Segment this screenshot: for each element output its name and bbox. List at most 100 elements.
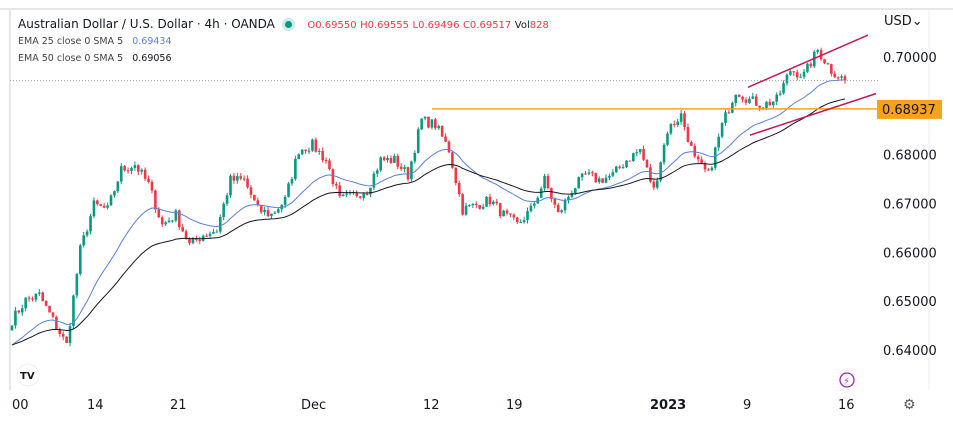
- candle: [266, 210, 270, 217]
- ema25-legend[interactable]: EMA 25 close 0 SMA 5 0.69434: [18, 36, 172, 47]
- candle: [236, 176, 239, 181]
- candle: [311, 139, 314, 151]
- candle: [488, 196, 492, 205]
- candle: [492, 201, 495, 205]
- candle: [550, 188, 553, 199]
- gear-icon[interactable]: ⚙: [903, 397, 916, 413]
- candle: [809, 63, 813, 67]
- candle: [734, 94, 738, 103]
- candle: [14, 310, 17, 326]
- candle: [485, 196, 488, 207]
- candle: [628, 160, 632, 162]
- candle: [399, 166, 403, 169]
- candle: [778, 93, 782, 95]
- candle: [208, 233, 212, 236]
- candle: [31, 298, 34, 300]
- candle: [222, 203, 225, 218]
- candle: [116, 181, 120, 192]
- lightning-icon[interactable]: ⚡: [839, 372, 855, 388]
- candle: [61, 333, 65, 337]
- time-tick-label: 16: [838, 398, 855, 413]
- candle: [683, 113, 686, 128]
- candle: [154, 190, 157, 210]
- candle: [259, 205, 263, 213]
- ohlc-close: C0.69517: [462, 20, 512, 31]
- candle: [314, 139, 318, 152]
- candle: [649, 167, 652, 182]
- candle: [594, 173, 598, 183]
- candle: [379, 157, 383, 171]
- candle: [638, 149, 642, 153]
- level-price-label-bg: [877, 99, 942, 119]
- candle: [795, 72, 799, 78]
- candle: [690, 142, 693, 146]
- ohlc-open: O0.69550: [307, 20, 357, 31]
- symbol-title[interactable]: Australian Dollar / U.S. Dollar · 4h · O…: [18, 17, 275, 31]
- candle: [724, 112, 727, 123]
- candle: [164, 222, 167, 225]
- candle: [335, 183, 338, 186]
- candle: [48, 305, 51, 313]
- candle: [242, 178, 246, 180]
- candle: [591, 172, 594, 174]
- candle: [358, 196, 362, 198]
- svg-text:⚡: ⚡: [844, 377, 850, 387]
- candle: [580, 173, 584, 178]
- price-tick-label: 0.70000: [883, 51, 937, 66]
- candle: [481, 206, 485, 209]
- candle: [171, 220, 174, 222]
- candle: [621, 167, 625, 169]
- candle: [632, 153, 635, 162]
- candle: [58, 329, 62, 334]
- candle: [498, 203, 502, 217]
- candle: [843, 76, 847, 81]
- level-price-label: 0.68937: [882, 103, 936, 118]
- candle: [802, 71, 806, 77]
- candle: [737, 94, 741, 97]
- candle: [253, 194, 256, 201]
- candle: [17, 310, 21, 313]
- candle: [642, 149, 645, 160]
- candle: [693, 145, 697, 157]
- candle: [140, 169, 144, 172]
- candle: [294, 158, 297, 180]
- candle: [249, 187, 253, 195]
- chart-container[interactable]: [0, 8, 953, 431]
- candle: [567, 196, 570, 200]
- candle: [789, 71, 792, 75]
- candle: [177, 210, 181, 228]
- candle: [601, 178, 604, 183]
- currency-selector[interactable]: USD⌄: [884, 14, 923, 29]
- candle: [727, 112, 731, 114]
- candle: [96, 200, 99, 205]
- candle: [78, 245, 82, 275]
- candle: [393, 155, 396, 163]
- candle: [406, 167, 410, 180]
- channel-upper-line[interactable]: [747, 34, 869, 88]
- candle: [372, 173, 376, 188]
- candle: [198, 239, 202, 241]
- candle: [451, 152, 454, 168]
- svg-text:TV: TV: [20, 371, 35, 382]
- candle: [833, 73, 837, 78]
- candle: [184, 231, 188, 240]
- candle: [355, 192, 359, 197]
- candle: [133, 165, 137, 168]
- tradingview-logo-icon[interactable]: TV: [16, 363, 40, 387]
- candle: [324, 160, 328, 162]
- channel-lower-line[interactable]: [749, 92, 877, 136]
- candle: [556, 204, 560, 213]
- price-tick-label: 0.64000: [883, 344, 937, 359]
- candle: [666, 133, 669, 145]
- candle: [229, 175, 232, 196]
- candle: [143, 169, 147, 179]
- ema50-legend[interactable]: EMA 50 close 0 SMA 5 0.69056: [18, 53, 172, 64]
- ohlc-low: L0.69496: [412, 20, 460, 31]
- candle: [413, 152, 417, 162]
- candle: [625, 160, 628, 168]
- time-tick-label: 12: [423, 398, 440, 413]
- candle: [225, 195, 229, 204]
- candle: [24, 297, 27, 309]
- ohlc-high: H0.69555: [360, 20, 409, 31]
